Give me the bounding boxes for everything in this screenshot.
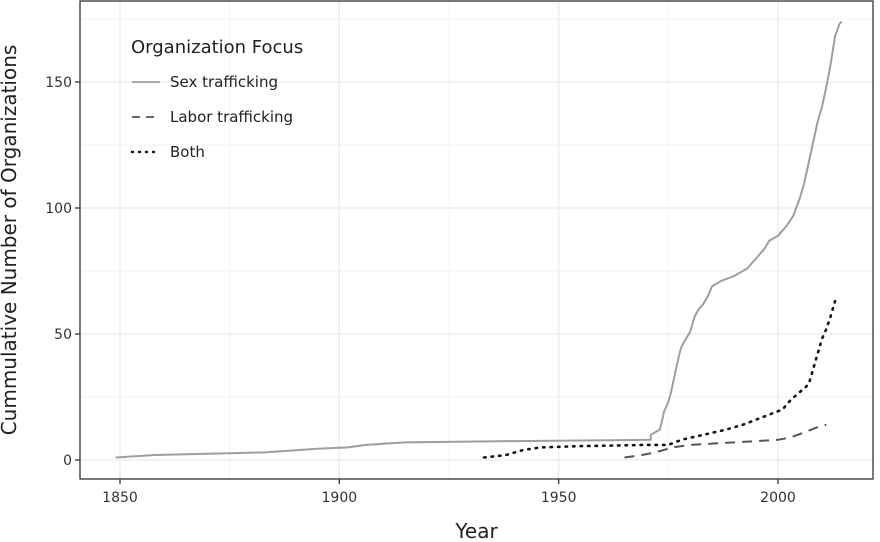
grid-lines [80,1,873,479]
legend-label: Sex trafficking [170,73,278,91]
x-axis-title: Year [454,519,498,542]
legend-label: Labor trafficking [170,108,293,126]
x-tick-label: 1850 [102,490,138,506]
y-tick-label: 50 [54,327,72,343]
x-tick-label: 2000 [760,490,796,506]
x-axis-ticks: 1850 1900 1950 2000 [102,479,796,506]
series-lines [115,20,843,459]
legend: Organization Focus Sex trafficking Labor … [130,37,303,161]
legend-label: Both [170,143,205,161]
y-axis-title: Cummulative Number of Organizations [0,45,21,436]
y-tick-label: 100 [45,201,72,217]
series-sex-trafficking [115,20,843,459]
plot-panel-border [79,0,874,480]
y-tick-label: 150 [45,75,72,91]
y-tick-label: 0 [63,453,72,469]
x-tick-label: 1900 [322,490,358,506]
x-tick-label: 1950 [541,490,577,506]
series-both [482,299,837,459]
legend-title: Organization Focus [131,37,303,58]
series-labor-trafficking [624,423,827,459]
y-axis-ticks: 0 50 100 150 [45,75,80,469]
